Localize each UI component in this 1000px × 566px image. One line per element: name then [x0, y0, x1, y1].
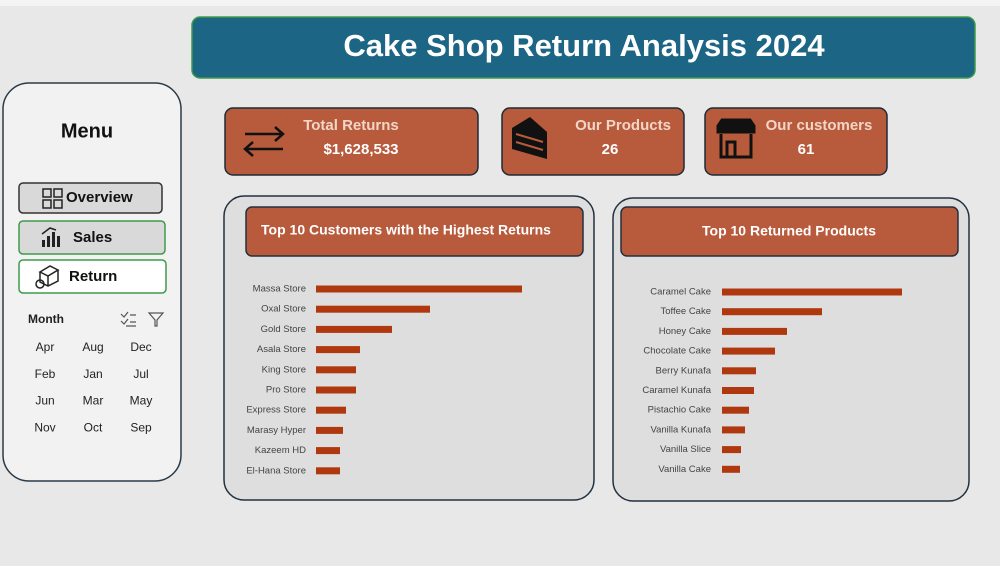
- top-strip: [0, 0, 1000, 6]
- category-label: Pistachio Cake: [648, 405, 711, 416]
- category-label: Oxal Store: [261, 304, 306, 315]
- kpi-value: $1,628,533: [323, 141, 398, 158]
- cake-icon: [512, 117, 547, 159]
- kpi-label: Total Returns: [303, 117, 399, 134]
- bar: [316, 325, 392, 333]
- bar: [316, 366, 356, 374]
- kpi-value: 61: [798, 141, 815, 158]
- bar: [722, 426, 745, 434]
- slicer-item[interactable]: Jul: [133, 367, 148, 381]
- store-icon: [716, 118, 756, 159]
- bar: [316, 406, 346, 414]
- bar: [722, 347, 775, 355]
- sales-icon: [41, 227, 60, 247]
- bar: [316, 386, 356, 394]
- slicer-item[interactable]: Nov: [34, 420, 55, 434]
- slicer-item[interactable]: Jun: [35, 394, 54, 408]
- category-label: Pro Store: [266, 385, 306, 396]
- category-label: Toffee Cake: [660, 306, 711, 317]
- kpi-card: [224, 107, 479, 176]
- slicer-item[interactable]: Apr: [36, 340, 55, 354]
- bar: [722, 465, 740, 473]
- bar: [722, 446, 741, 454]
- chart-header: [245, 206, 584, 257]
- title-banner: [191, 16, 976, 79]
- kpi-card: [501, 107, 685, 176]
- bar: [316, 346, 360, 354]
- bar: [316, 305, 430, 313]
- slicer-title: Month: [28, 312, 64, 326]
- slicer-item[interactable]: Jan: [83, 367, 102, 381]
- return-icon: [35, 265, 60, 289]
- menu-title: Menu: [61, 120, 113, 142]
- category-label: Caramel Cake: [650, 287, 711, 298]
- page-title: Cake Shop Return Analysis 2024: [343, 28, 825, 63]
- kpi-label: Our Products: [575, 117, 671, 134]
- category-label: Caramel Kunafa: [642, 385, 711, 396]
- chart-panel: [223, 195, 595, 501]
- bar: [722, 308, 822, 316]
- slicer-item[interactable]: Mar: [83, 394, 104, 408]
- kpi-cards: [224, 107, 888, 176]
- bar: [722, 387, 754, 394]
- category-label: Chocolate Cake: [643, 346, 711, 357]
- category-label: Marasy Hyper: [247, 425, 306, 436]
- bar: [316, 285, 522, 293]
- category-label: Kazeem HD: [255, 445, 306, 456]
- bar: [316, 467, 340, 475]
- slicer-item[interactable]: Dec: [130, 340, 151, 354]
- bar: [722, 288, 902, 296]
- slicer-item[interactable]: Oct: [84, 420, 103, 434]
- slicer-item[interactable]: May: [130, 394, 153, 408]
- kpi-label: Our customers: [766, 117, 873, 134]
- category-label: El-Hana Store: [246, 465, 306, 476]
- overview-icon: [42, 188, 63, 209]
- returns-icon: [243, 126, 285, 157]
- category-label: Honey Cake: [659, 326, 711, 337]
- chart-panel: [612, 197, 970, 502]
- chart-title: Top 10 Returned Products: [702, 223, 876, 239]
- menu-button-label[interactable]: Overview: [66, 189, 133, 206]
- bar: [722, 367, 756, 375]
- chart-header: [620, 206, 959, 257]
- category-label: Vanilla Kunafa: [650, 424, 711, 435]
- bar: [316, 426, 343, 434]
- slicer-item[interactable]: Aug: [82, 340, 103, 354]
- category-label: King Store: [262, 364, 306, 375]
- category-label: Vanilla Cake: [658, 464, 711, 475]
- category-label: Vanilla Slice: [660, 444, 711, 455]
- menu-button-label[interactable]: Sales: [73, 229, 112, 246]
- category-label: Express Store: [246, 405, 306, 416]
- kpi-value: 26: [602, 141, 619, 158]
- slicer-item[interactable]: Feb: [35, 367, 56, 381]
- slicer-controls[interactable]: [120, 311, 165, 327]
- bar: [722, 406, 749, 414]
- category-label: Massa Store: [253, 284, 306, 295]
- category-label: Gold Store: [261, 324, 306, 335]
- slicer-item[interactable]: Sep: [130, 420, 152, 434]
- category-label: Berry Kunafa: [656, 365, 712, 376]
- menu-button-label[interactable]: Return: [69, 268, 117, 285]
- chart-title: Top 10 Customers with the Highest Return…: [261, 222, 551, 238]
- bar: [722, 327, 787, 335]
- category-label: Asala Store: [257, 344, 306, 355]
- bar: [316, 447, 340, 455]
